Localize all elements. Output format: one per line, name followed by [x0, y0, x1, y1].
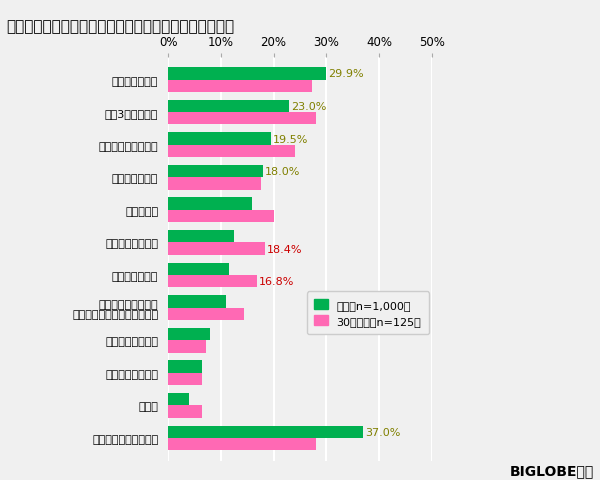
Text: 18.4%: 18.4%: [267, 244, 303, 254]
Text: BIGLOBE調べ: BIGLOBE調べ: [510, 464, 594, 478]
Bar: [168, 406, 202, 418]
Text: 19.5%: 19.5%: [273, 134, 308, 144]
Text: 16.8%: 16.8%: [259, 276, 294, 287]
Bar: [168, 243, 265, 255]
Bar: [168, 263, 229, 276]
Bar: [168, 80, 311, 93]
Text: 18.0%: 18.0%: [265, 167, 301, 177]
Text: 23.0%: 23.0%: [292, 102, 327, 112]
Text: 今後、働き方改革として進めて欲しいもの（複数回答）: 今後、働き方改革として進めて欲しいもの（複数回答）: [6, 19, 234, 34]
Bar: [168, 210, 274, 223]
Bar: [168, 113, 316, 125]
Bar: [168, 360, 202, 373]
Bar: [168, 276, 257, 288]
Bar: [168, 133, 271, 145]
Bar: [168, 166, 263, 178]
Bar: [168, 68, 326, 80]
Bar: [168, 438, 316, 450]
Bar: [168, 296, 226, 308]
Bar: [168, 393, 189, 406]
Legend: 全体（n=1,000）, 30代女性（n=125）: 全体（n=1,000）, 30代女性（n=125）: [307, 292, 429, 334]
Bar: [168, 145, 295, 158]
Text: 37.0%: 37.0%: [365, 427, 401, 437]
Bar: [168, 328, 210, 340]
Bar: [168, 230, 234, 243]
Text: 29.9%: 29.9%: [328, 69, 364, 79]
Bar: [168, 426, 364, 438]
Bar: [168, 100, 289, 113]
Bar: [168, 373, 202, 385]
Bar: [168, 308, 244, 320]
Bar: [168, 340, 206, 353]
Bar: [168, 178, 261, 190]
Bar: [168, 198, 253, 210]
